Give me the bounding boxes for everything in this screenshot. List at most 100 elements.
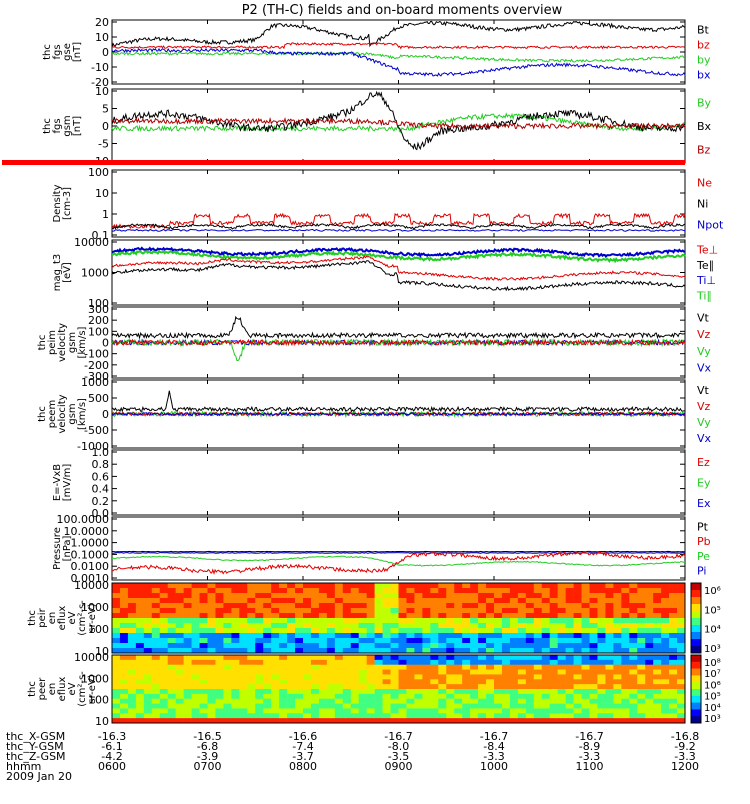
spectrogram-cell bbox=[295, 588, 304, 594]
spectrogram-cell bbox=[119, 684, 129, 690]
spectrogram-cell bbox=[326, 718, 336, 724]
spectrogram-cell bbox=[159, 593, 169, 599]
spectrogram-cell bbox=[263, 588, 272, 594]
spectrogram-cell bbox=[541, 598, 551, 604]
spectrogram-cell bbox=[135, 633, 145, 639]
spectrogram-cell bbox=[127, 718, 137, 724]
spectrogram-cell bbox=[517, 693, 527, 700]
x-row-label: thc_Y-GSM bbox=[6, 740, 64, 753]
spectrogram-cell bbox=[183, 638, 192, 644]
spectrogram-cell bbox=[223, 623, 232, 629]
spectrogram-cell bbox=[557, 659, 566, 666]
spectrogram-cell bbox=[581, 613, 590, 619]
spectrogram-cell bbox=[597, 583, 606, 589]
spectrogram-cell bbox=[295, 718, 304, 724]
spectrogram-cell bbox=[573, 664, 582, 670]
spectrogram-cell bbox=[382, 689, 391, 695]
spectrogram-cell bbox=[191, 633, 200, 639]
y-axis-label-line: gse bbox=[62, 43, 73, 61]
spectrogram-cell bbox=[151, 593, 161, 599]
spectrogram-cell bbox=[589, 708, 598, 714]
spectrogram-cell bbox=[183, 684, 192, 690]
spectrogram-cell bbox=[541, 664, 551, 670]
spectrogram-cell bbox=[143, 713, 153, 719]
spectrogram-cell bbox=[366, 628, 375, 634]
spectrogram-cell bbox=[653, 593, 662, 599]
spectrogram-cell bbox=[669, 664, 678, 670]
legend-Te∥: Te∥ bbox=[696, 259, 714, 272]
spectrogram-cell bbox=[446, 603, 455, 609]
spectrogram-cell bbox=[486, 583, 495, 589]
spectrogram-cell bbox=[350, 684, 360, 690]
spectrogram-cell bbox=[247, 703, 256, 709]
spectrogram-cell bbox=[127, 664, 137, 670]
spectrogram-cell bbox=[621, 608, 630, 614]
spectrogram-cell bbox=[454, 718, 463, 724]
spectrogram-cell bbox=[366, 674, 375, 680]
y-tick-label: 0.0100 bbox=[71, 560, 110, 573]
spectrogram-cell bbox=[303, 613, 312, 619]
spectrogram-cell bbox=[613, 655, 622, 661]
spectrogram-cell bbox=[223, 664, 232, 670]
spectrogram-cell bbox=[517, 603, 527, 609]
spectrogram-cell bbox=[167, 679, 176, 685]
spectrogram-cell bbox=[438, 664, 447, 670]
spectrogram-cell bbox=[350, 689, 360, 695]
spectrogram-cell bbox=[326, 655, 336, 661]
colorbar-segment bbox=[691, 597, 701, 605]
spectrogram-cell bbox=[517, 648, 527, 654]
spectrogram-cell bbox=[462, 648, 471, 654]
spectrogram-cell bbox=[295, 623, 304, 629]
series-Ti-perp bbox=[111, 246, 686, 259]
spectrogram-cell bbox=[358, 598, 367, 604]
spectrogram-cell bbox=[215, 643, 224, 649]
spectrogram-cell bbox=[430, 593, 439, 599]
spectrogram-cell bbox=[247, 708, 256, 714]
spectrogram-cell bbox=[112, 703, 121, 709]
spectrogram-cell bbox=[231, 603, 240, 609]
spectrogram-cell bbox=[366, 689, 375, 695]
spectrogram-cell bbox=[557, 693, 566, 700]
spectrogram-cell bbox=[215, 638, 224, 644]
spectrogram-cell bbox=[207, 598, 216, 604]
spectrogram-cell bbox=[637, 638, 646, 644]
spectrogram-cell bbox=[175, 608, 184, 614]
spectrogram-cell bbox=[669, 659, 678, 666]
spectrogram-cell bbox=[135, 718, 145, 724]
spectrogram-cell bbox=[295, 628, 304, 634]
spectrogram-cell bbox=[645, 603, 654, 609]
spectrogram-cell bbox=[581, 623, 590, 629]
colorbar-tick-label: 10³ bbox=[704, 714, 721, 725]
spectrogram-cell bbox=[366, 588, 375, 594]
spectrogram-cell bbox=[287, 674, 296, 680]
spectrogram-cell bbox=[446, 633, 455, 639]
spectrogram-cell bbox=[287, 613, 296, 619]
spectrogram-cell bbox=[501, 613, 511, 619]
spectrogram-cell bbox=[645, 613, 654, 619]
spectrogram-cell bbox=[557, 628, 566, 634]
spectrogram-cell bbox=[358, 618, 367, 624]
spectrogram-cell bbox=[525, 583, 535, 589]
legend-Vt: Vt bbox=[697, 384, 710, 397]
spectrogram-cell bbox=[350, 659, 360, 666]
spectrogram-cell bbox=[454, 669, 463, 675]
spectrogram-cell bbox=[318, 655, 328, 661]
spectrogram-cell bbox=[279, 583, 288, 589]
spectrogram-cell bbox=[422, 708, 431, 714]
spectrogram-cell bbox=[573, 659, 582, 666]
spectrogram-cell bbox=[605, 669, 614, 675]
spectrogram-cell bbox=[430, 608, 439, 614]
legend-Ti∥: Ti∥ bbox=[696, 289, 712, 302]
spectrogram-cell bbox=[287, 713, 296, 719]
spectrogram-cell bbox=[454, 643, 463, 649]
spectrogram-cell bbox=[414, 623, 423, 629]
spectrogram-cell bbox=[406, 693, 415, 700]
panel-frame bbox=[111, 516, 686, 581]
spectrogram-cell bbox=[541, 618, 551, 624]
colorbar-segment bbox=[691, 661, 701, 669]
spectrogram-cell bbox=[366, 638, 375, 644]
spectrogram-cell bbox=[597, 674, 606, 680]
spectrogram-cell bbox=[350, 698, 360, 704]
spectrogram-cell bbox=[478, 655, 487, 661]
spectrogram-cell bbox=[326, 689, 336, 695]
